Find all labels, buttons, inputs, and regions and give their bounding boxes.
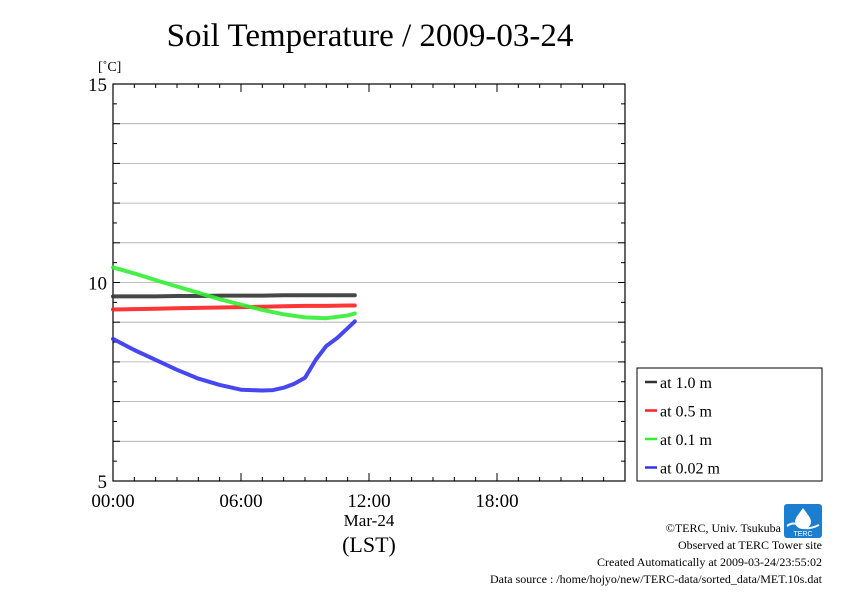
legend-label: at 0.1 m bbox=[660, 432, 713, 449]
series-line-4 bbox=[111, 319, 357, 393]
x-tick-label: 06:00 bbox=[219, 491, 262, 512]
data-series bbox=[111, 265, 357, 393]
x-tick-label: 18:00 bbox=[475, 491, 518, 512]
site-text: Observed at TERC Tower site bbox=[677, 538, 822, 552]
terc-logo-icon: TERC bbox=[784, 504, 822, 538]
data-source-text: Data source : /home/hojyo/new/TERC-data/… bbox=[489, 572, 822, 586]
legend-label: at 0.5 m bbox=[660, 404, 713, 421]
y-axis-unit-label: [˚C] bbox=[98, 60, 121, 75]
legend-box bbox=[636, 367, 823, 482]
legend-label: at 0.02 m bbox=[660, 461, 721, 478]
series-line-3 bbox=[111, 265, 357, 321]
series-line-2 bbox=[111, 303, 357, 312]
y-tick-labels: 5 10 15 bbox=[88, 75, 107, 493]
grid-lines bbox=[113, 123, 625, 442]
logo-text: TERC bbox=[793, 531, 812, 538]
x-axis-date-label: Mar-24 bbox=[344, 511, 395, 530]
axis-ticks bbox=[112, 83, 626, 482]
series-line-1 bbox=[111, 293, 357, 299]
legend-label: at 1.0 m bbox=[660, 375, 713, 392]
chart-title: Soil Temperature / 2009-03-24 bbox=[167, 18, 574, 54]
x-tick-labels: 00:00 06:00 12:00 18:00 bbox=[91, 491, 518, 512]
y-tick-label: 10 bbox=[88, 274, 107, 295]
y-tick-label: 5 bbox=[98, 472, 108, 493]
x-tick-label: 12:00 bbox=[347, 491, 390, 512]
legend: at 1.0 m at 0.5 m at 0.1 m at 0.02 m bbox=[636, 367, 823, 482]
copyright-text: ©TERC, Univ. Tsukuba bbox=[665, 521, 781, 535]
created-text: Created Automatically at 2009-03-24/23:5… bbox=[597, 555, 822, 569]
y-tick-label: 15 bbox=[88, 75, 107, 96]
x-axis-label: (LST) bbox=[342, 532, 396, 557]
x-tick-label: 00:00 bbox=[91, 491, 134, 512]
